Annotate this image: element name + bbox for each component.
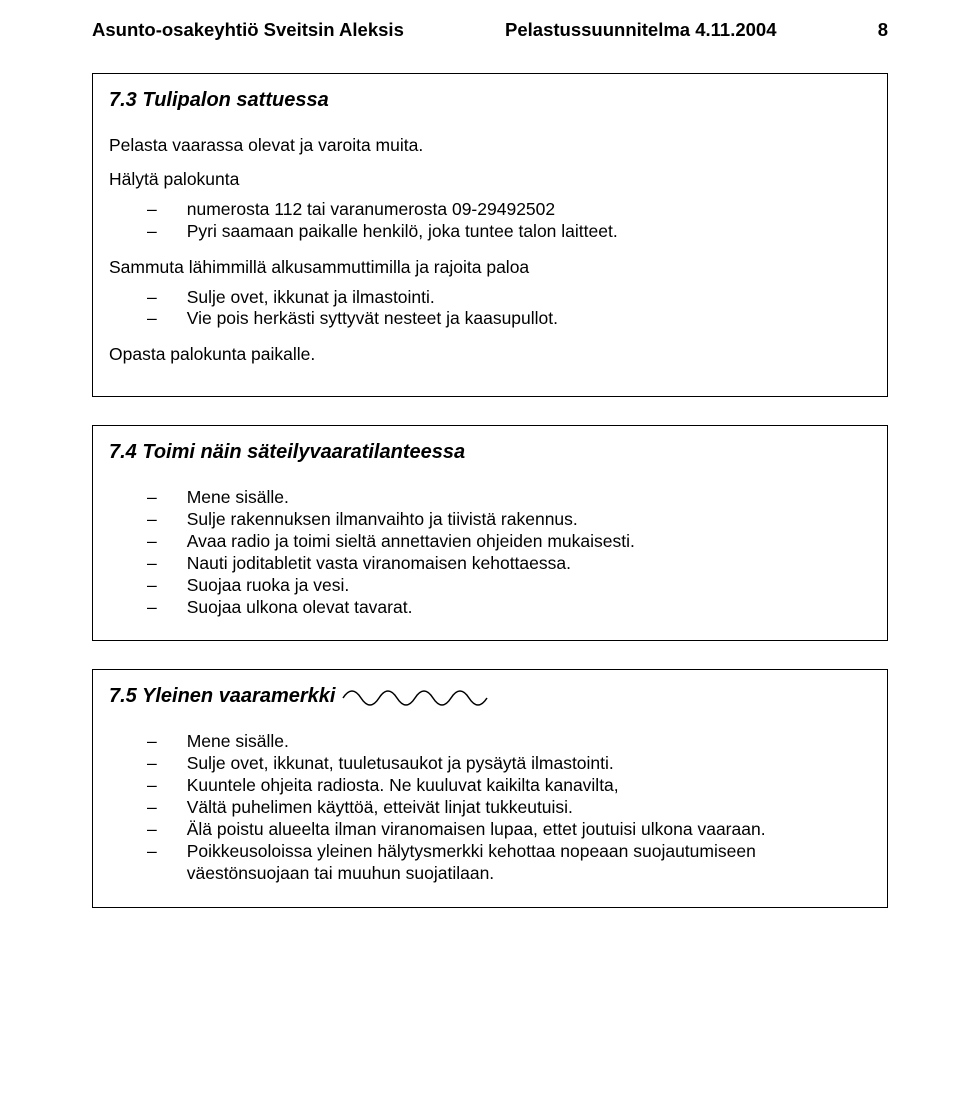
list-item: – Kuuntele ohjeita radiosta. Ne kuuluvat … [147,775,871,797]
section-7-3-heading: 7.3 Tulipalon sattuessa [109,88,871,113]
dash-icon: – [147,597,157,619]
list-item: – Suojaa ulkona olevat tavarat. [147,597,871,619]
section-7-5: 7.5 Yleinen vaaramerkki – Mene sisälle. –… [92,669,888,907]
page-header: Asunto-osakeyhtiö Sveitsin Aleksis Pelas… [92,18,888,41]
dash-icon: – [147,308,157,330]
dash-icon: – [147,509,157,531]
list-item: – Vie pois herkästi syttyvät nesteet ja k… [147,308,871,330]
list-item: – Mene sisälle. [147,487,871,509]
dash-list: – numerosta 112 tai varanumerosta 09-2949… [147,199,871,243]
list-item: – Avaa radio ja toimi sieltä annettavien … [147,531,871,553]
dash-icon: – [147,775,157,797]
paragraph: Opasta palokunta paikalle. [109,344,871,366]
section-7-5-heading: 7.5 Yleinen vaaramerkki [109,684,871,709]
list-text: Sulje rakennuksen ilmanvaihto ja tiivist… [187,509,871,531]
list-text: Suojaa ulkona olevat tavarat. [187,597,871,619]
list-item: –Poikkeusoloissa yleinen hälytysmerkki k… [147,841,871,885]
dash-icon: – [147,841,157,885]
list-item: – Mene sisälle. [147,731,871,753]
list-text: Pyri saamaan paikalle henkilö, joka tunt… [187,221,871,243]
section-7-3: 7.3 Tulipalon sattuessa Pelasta vaarassa… [92,73,888,397]
dash-icon: – [147,531,157,553]
header-left: Asunto-osakeyhtiö Sveitsin Aleksis [92,18,404,41]
list-text: Mene sisälle. [187,487,871,509]
list-item: – Sulje rakennuksen ilmanvaihto ja tiivis… [147,509,871,531]
list-item: – Älä poistu alueelta ilman viranomaisen … [147,819,871,841]
list-item: – numerosta 112 tai varanumerosta 09-2949… [147,199,871,221]
list-item: – Nauti joditabletit vasta viranomaisen k… [147,553,871,575]
list-text: Älä poistu alueelta ilman viranomaisen l… [187,819,871,841]
list-text: Vie pois herkästi syttyvät nesteet ja ka… [187,308,871,330]
dash-list: – Mene sisälle. – Sulje ovet, ikkunat, tuu… [147,731,871,884]
dash-icon: – [147,575,157,597]
list-text: numerosta 112 tai varanumerosta 09-29492… [187,199,871,221]
dash-icon: – [147,753,157,775]
section-7-5-heading-text: 7.5 Yleinen vaaramerkki [109,684,335,709]
list-text: Sulje ovet, ikkunat, tuuletusaukot ja py… [187,753,871,775]
paragraph: Hälytä palokunta [109,169,871,191]
list-item: – Vältä puhelimen käyttöä, etteivät linja… [147,797,871,819]
header-mid: Pelastussuunnitelma 4.11.2004 [505,18,776,41]
section-7-4: 7.4 Toimi näin säteilyvaaratilanteessa –… [92,425,888,641]
list-text: Suojaa ruoka ja vesi. [187,575,871,597]
list-text: Nauti joditabletit vasta viranomaisen ke… [187,553,871,575]
dash-list: – Sulje ovet, ikkunat ja ilmastointi. – Vi… [147,287,871,331]
dash-icon: – [147,287,157,309]
dash-icon: – [147,487,157,509]
paragraph: Sammuta lähimmillä alkusammuttimilla ja … [109,257,871,279]
list-item: – Sulje ovet, ikkunat, tuuletusaukot ja p… [147,753,871,775]
list-item: – Suojaa ruoka ja vesi. [147,575,871,597]
dash-icon: – [147,221,157,243]
list-text: Sulje ovet, ikkunat ja ilmastointi. [187,287,871,309]
list-text: Vältä puhelimen käyttöä, etteivät linjat… [187,797,871,819]
dash-icon: – [147,199,157,221]
sine-wave-icon [341,686,491,708]
list-text: Avaa radio ja toimi sieltä annettavien o… [187,531,871,553]
dash-icon: – [147,731,157,753]
list-text: Poikkeusoloissa yleinen hälytysmerkki ke… [187,841,871,885]
list-item: – Sulje ovet, ikkunat ja ilmastointi. [147,287,871,309]
dash-list: – Mene sisälle. – Sulje rakennuksen ilmanv… [147,487,871,618]
header-right: 8 [878,18,888,41]
dash-icon: – [147,553,157,575]
dash-icon: – [147,797,157,819]
list-item: – Pyri saamaan paikalle henkilö, joka tun… [147,221,871,243]
list-text: Kuuntele ohjeita radiosta. Ne kuuluvat k… [187,775,871,797]
dash-icon: – [147,819,157,841]
section-7-4-heading: 7.4 Toimi näin säteilyvaaratilanteessa [109,440,871,465]
list-text: Mene sisälle. [187,731,871,753]
paragraph: Pelasta vaarassa olevat ja varoita muita… [109,135,871,157]
